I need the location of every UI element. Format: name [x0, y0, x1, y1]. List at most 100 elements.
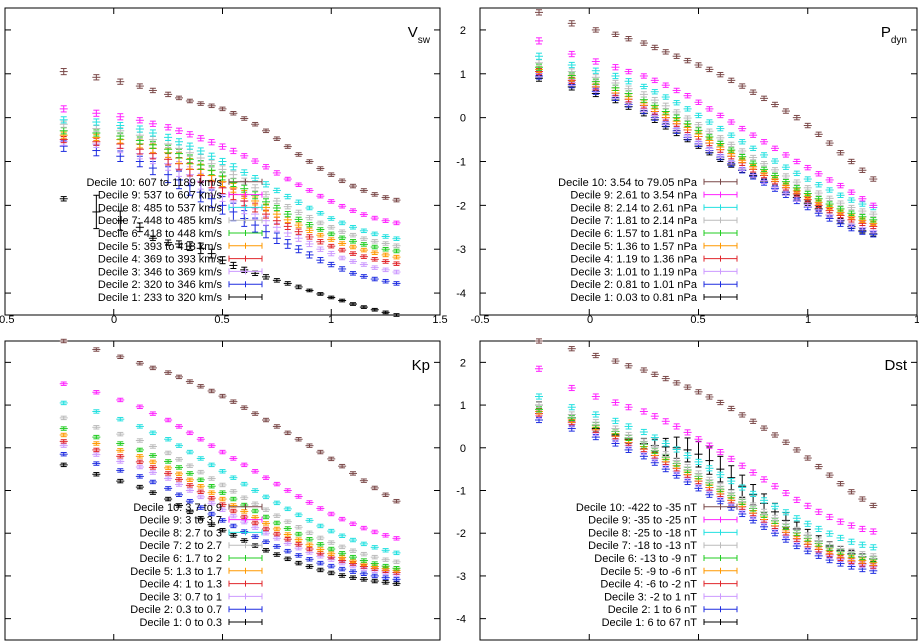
data-point [869, 211, 878, 217]
data-point [116, 354, 125, 360]
data-point [283, 228, 292, 237]
x-tick-label: 0 [587, 314, 593, 326]
data-point [349, 575, 357, 580]
data-point [624, 36, 633, 42]
data-point [229, 496, 238, 502]
data-point [175, 471, 183, 477]
data-point [770, 145, 779, 152]
data-point [338, 247, 347, 253]
data-point [727, 405, 736, 412]
data-point [196, 437, 205, 442]
data-point [59, 462, 68, 468]
data-point [175, 95, 183, 101]
data-point [803, 164, 812, 171]
x-tick-label: 0.5 [690, 314, 705, 326]
data-point [639, 73, 648, 79]
data-point [869, 228, 878, 234]
x-tick-label: 0.5 [214, 314, 229, 326]
data-point [262, 548, 270, 553]
data-point [135, 404, 144, 409]
legend-swatch [703, 529, 738, 536]
data-point [392, 248, 401, 254]
data-point [327, 563, 336, 569]
data-point [770, 172, 779, 179]
data-point [611, 31, 620, 38]
data-point [262, 225, 270, 239]
data-point [760, 161, 769, 167]
data-point [305, 251, 314, 259]
data-point [272, 170, 281, 176]
legend-label: Decile 9: 537 to 607 km/s [98, 190, 223, 202]
data-point [781, 108, 790, 114]
data-point [135, 424, 144, 429]
data-point [672, 446, 681, 453]
data-point [116, 113, 125, 121]
data-point [359, 247, 368, 253]
data-point [262, 539, 270, 544]
legend-label: Decile 10: 3.54 to 79.05 nPa [558, 177, 698, 189]
legend-swatch [703, 204, 738, 211]
data-point [92, 125, 101, 133]
data-point [116, 78, 125, 85]
data-point [792, 447, 801, 453]
data-point [240, 116, 249, 121]
y-tick-label: -3 [456, 244, 466, 256]
data-point [251, 515, 260, 520]
data-point [251, 121, 260, 127]
data-point [116, 459, 125, 464]
x-tick-label: 1 [914, 314, 919, 326]
data-point [381, 575, 390, 580]
data-point [294, 542, 303, 547]
data-point [650, 96, 659, 104]
data-point [229, 475, 238, 480]
legend-swatch [228, 281, 263, 288]
y-tick-label: -2 [456, 200, 466, 212]
data-point [92, 447, 101, 453]
data-point [359, 478, 368, 483]
data-point [591, 67, 600, 74]
data-point [370, 485, 379, 491]
data-point [316, 220, 325, 226]
data-point [92, 390, 101, 395]
data-point [836, 192, 845, 198]
legend-label: Decile 4: 1 to 1.3 [139, 579, 222, 591]
data-point [370, 192, 379, 197]
data-point [207, 484, 216, 489]
panel-1: -0.5 0 0.5 1 1.5 Vsw Decile 1: 233 to 320 km/s… [0, 7, 448, 326]
data-point [661, 375, 670, 382]
data-point [611, 358, 620, 364]
legend-swatch [703, 268, 738, 275]
data-point [116, 441, 125, 446]
legend-label: Decile 9: 2.61 to 3.54 nPa [570, 190, 697, 202]
data-point [316, 227, 325, 232]
data-point [229, 456, 238, 461]
data-point [272, 526, 281, 532]
data-point [175, 424, 183, 429]
data-point [283, 144, 292, 149]
data-point [370, 307, 379, 312]
data-point [847, 204, 856, 211]
data-point [781, 509, 790, 516]
data-point [705, 128, 714, 134]
data-point [272, 481, 281, 487]
data-point [283, 548, 292, 554]
data-point [825, 201, 834, 207]
data-point [370, 244, 379, 250]
data-point [650, 89, 659, 95]
data-point [792, 170, 801, 177]
data-point [175, 503, 183, 508]
data-point [272, 513, 281, 518]
data-point [185, 131, 194, 138]
data-point [327, 546, 336, 552]
data-point [392, 261, 401, 266]
data-point [381, 492, 390, 497]
data-point [803, 502, 812, 509]
data-point [792, 515, 801, 522]
data-point [207, 490, 216, 495]
data-point [240, 519, 249, 525]
data-point [349, 239, 357, 244]
data-point [814, 525, 823, 533]
data-point [349, 548, 357, 553]
